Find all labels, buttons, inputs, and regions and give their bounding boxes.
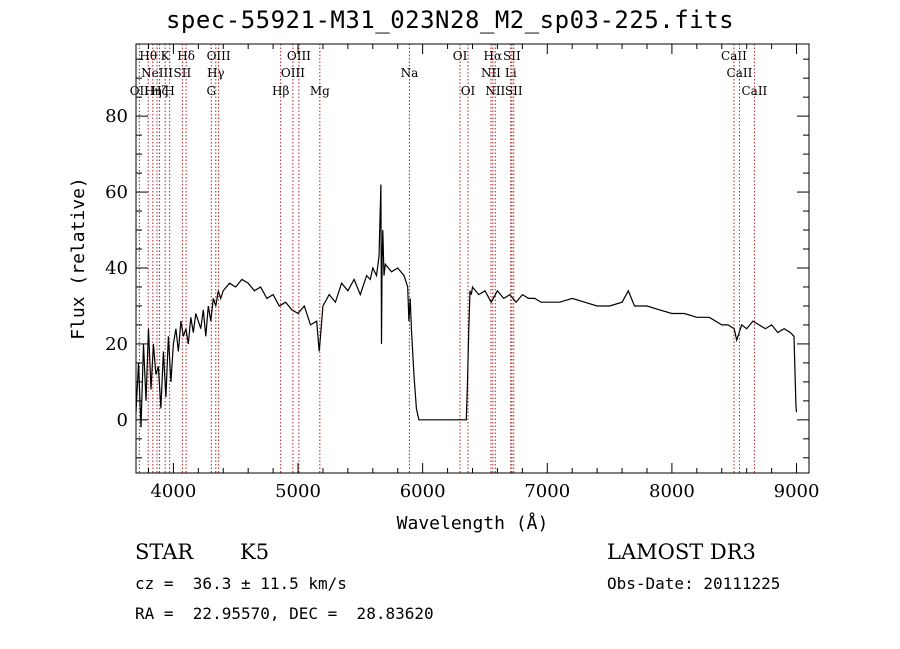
y-axis-title: Flux (relative) [68, 177, 89, 340]
redshift-text: cz = 36.3 ± 11.5 km/s [135, 574, 347, 593]
spectral-line-label: Na [401, 66, 419, 80]
spectral-line-label: CaII [727, 66, 753, 80]
spectral-line-label: Hγ [207, 66, 225, 80]
x-tick-label: 6000 [400, 481, 446, 502]
spectral-line-label: OII [130, 84, 150, 98]
y-tick-label: 40 [105, 258, 128, 279]
obs-date: Obs-Date: 20111225 [607, 574, 781, 593]
spectral-line-label: H [164, 84, 174, 98]
spectral-line-label: Hδ [177, 49, 195, 63]
spectral-line-label: Mg [310, 84, 330, 98]
spectral-line-label: Hζ [151, 84, 168, 98]
spectral-line-label: Hβ [272, 84, 289, 98]
y-tick-label: 60 [105, 182, 128, 203]
x-tick-label: 5000 [275, 481, 321, 502]
x-tick-label: 9000 [774, 481, 820, 502]
x-tick-label: 7000 [524, 481, 570, 502]
spectral-line-label: G [206, 84, 216, 98]
object-class: STAR [135, 540, 194, 564]
spectral-line-label: NII [485, 84, 505, 98]
spectral-line-label: OI [461, 84, 476, 98]
plot-frame [135, 43, 810, 474]
x-tick-label: 4000 [150, 481, 196, 502]
spectral-line-label: OIII [207, 49, 231, 63]
object-subclass: K5 [240, 540, 270, 564]
x-tick-label: 8000 [649, 481, 695, 502]
spectral-line-label: OI [453, 49, 468, 63]
y-tick-label: 0 [117, 410, 128, 431]
spectral-line-label: K [161, 49, 171, 63]
chart-title: spec-55921-M31_023N28_M2_sp03-225.fits [165, 6, 735, 34]
spectral-line-label: NII [481, 66, 501, 80]
spectral-line-label: OIII [287, 49, 311, 63]
coordinates-text: RA = 22.95570, DEC = 28.83620 [135, 604, 434, 623]
spectral-line-label: SII [503, 49, 521, 63]
y-tick-label: 80 [105, 106, 128, 127]
spectral-line-label: NeIII [141, 66, 173, 80]
spectral-line-label: SII [174, 66, 192, 80]
spectral-line-label: Hα [484, 49, 503, 63]
spectral-line-label: Li [505, 66, 517, 80]
spectral-line-label: CaII [721, 49, 747, 63]
survey-name: LAMOST DR3 [607, 540, 756, 564]
spectral-line-label: SII [505, 84, 523, 98]
x-axis-title: Wavelength (Å) [397, 512, 549, 534]
spectrum-series-line [136, 184, 798, 428]
spectral-line-label: Hθ [139, 49, 157, 63]
spectral-line-label: CaII [741, 84, 767, 98]
spectral-line-label: OIII [281, 66, 305, 80]
y-tick-label: 20 [105, 334, 128, 355]
